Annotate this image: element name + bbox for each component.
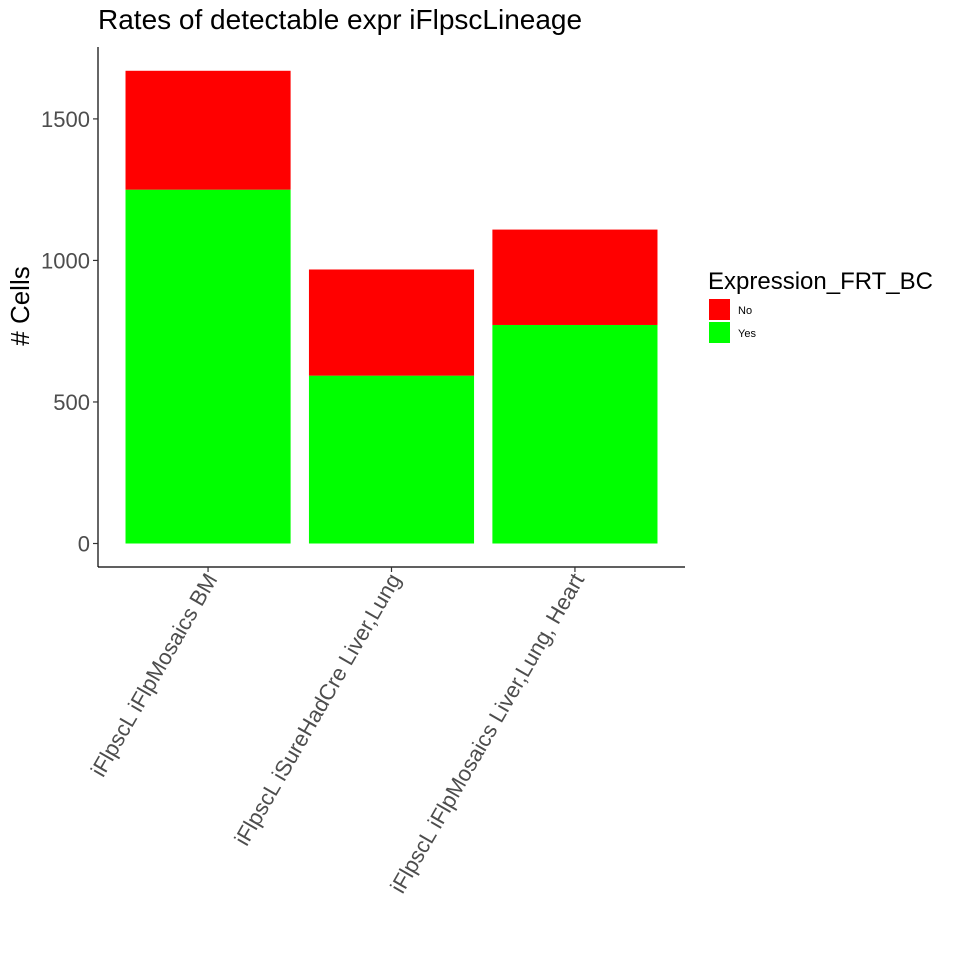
legend-title: Expression_FRT_BC (708, 268, 933, 295)
y-tick-label: 500 (53, 390, 90, 415)
bar-segment-yes (125, 189, 291, 544)
legend-swatch-no (709, 299, 730, 320)
legend: Expression_FRT_BC No Yes (708, 268, 933, 343)
y-tick-label: 1000 (41, 248, 90, 273)
bar-segment-yes (492, 324, 658, 544)
legend-label-yes: Yes (738, 328, 756, 340)
bar-segment-no (125, 70, 291, 190)
legend-swatch-yes (709, 322, 730, 343)
y-tick-label: 0 (78, 532, 90, 557)
y-tick-label: 1500 (41, 107, 90, 132)
chart-title: Rates of detectable expr iFlpscLineage (98, 4, 582, 35)
bar-segment-yes (308, 375, 475, 544)
y-axis-label: # Cells (5, 266, 35, 345)
bar-segment-no (492, 229, 658, 325)
x-tick-label: iFlpscL iSureHadCre Liver,Lung (229, 569, 406, 850)
x-tick-label: iFlpscL iFlpMosaics BM (86, 569, 223, 781)
x-tick-label: iFlpscL iFlpMosaics Liver,Lung, Heart (385, 569, 589, 897)
bar-segment-no (308, 269, 475, 376)
legend-label-no: No (738, 305, 752, 317)
